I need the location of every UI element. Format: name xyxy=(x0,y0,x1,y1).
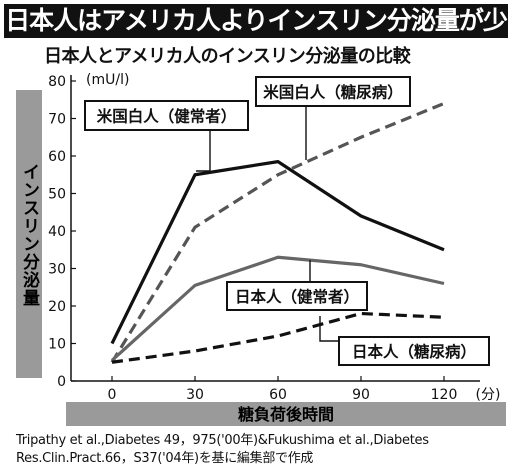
series-label-box xyxy=(226,281,368,311)
x-axis-label: 糖負荷後時間 xyxy=(238,405,334,424)
y-unit: (mU/l) xyxy=(86,72,129,88)
x-tick-label: 0 xyxy=(108,387,117,403)
y-tick-label: 10 xyxy=(48,337,66,353)
callout-leader xyxy=(319,316,339,342)
series-label: 米国白人（健常者） xyxy=(97,107,237,126)
series-label: 米国白人（糖尿病） xyxy=(263,83,403,102)
y-tick-label: 80 xyxy=(48,74,66,90)
y-tick-label: 60 xyxy=(48,149,66,165)
y-tick-label: 20 xyxy=(48,299,66,315)
x-tick-label: 30 xyxy=(186,387,204,403)
y-axis-band xyxy=(16,90,42,378)
chart-title: 日本人とアメリカ人のインスリン分泌量の比較 xyxy=(44,46,411,67)
y-tick-label: 0 xyxy=(57,374,66,390)
series-label-box xyxy=(255,76,411,107)
x-tick-label: 90 xyxy=(352,387,370,403)
series-line-1 xyxy=(110,160,445,345)
series-label-box xyxy=(84,100,249,131)
series-label: 日本人（健常者） xyxy=(235,287,359,306)
series-label: 日本人（糖尿病） xyxy=(352,342,476,361)
y-tick-label: 40 xyxy=(48,224,66,240)
x-tick-label: 120 xyxy=(431,387,458,403)
series-line-3 xyxy=(110,255,445,362)
series-label-box xyxy=(338,336,490,366)
y-tick-label: 50 xyxy=(48,187,66,203)
x-axis-band xyxy=(66,402,506,426)
x-tick-label: 60 xyxy=(269,387,287,403)
headline-banner: 日本人はアメリカ人よりインスリン分泌量が少ない xyxy=(4,4,508,69)
y-tick-label: 70 xyxy=(48,112,66,128)
x-unit: (分) xyxy=(476,387,501,403)
series-line-2 xyxy=(110,102,445,364)
series-line-4 xyxy=(111,311,445,364)
y-tick-label: 30 xyxy=(48,262,66,278)
y-axis-label: インスリン分泌量 xyxy=(19,163,40,307)
source-note: Tripathy et al.,Diabetes 49，975('00年)&Fu… xyxy=(16,433,429,466)
callout-leader xyxy=(196,130,211,172)
